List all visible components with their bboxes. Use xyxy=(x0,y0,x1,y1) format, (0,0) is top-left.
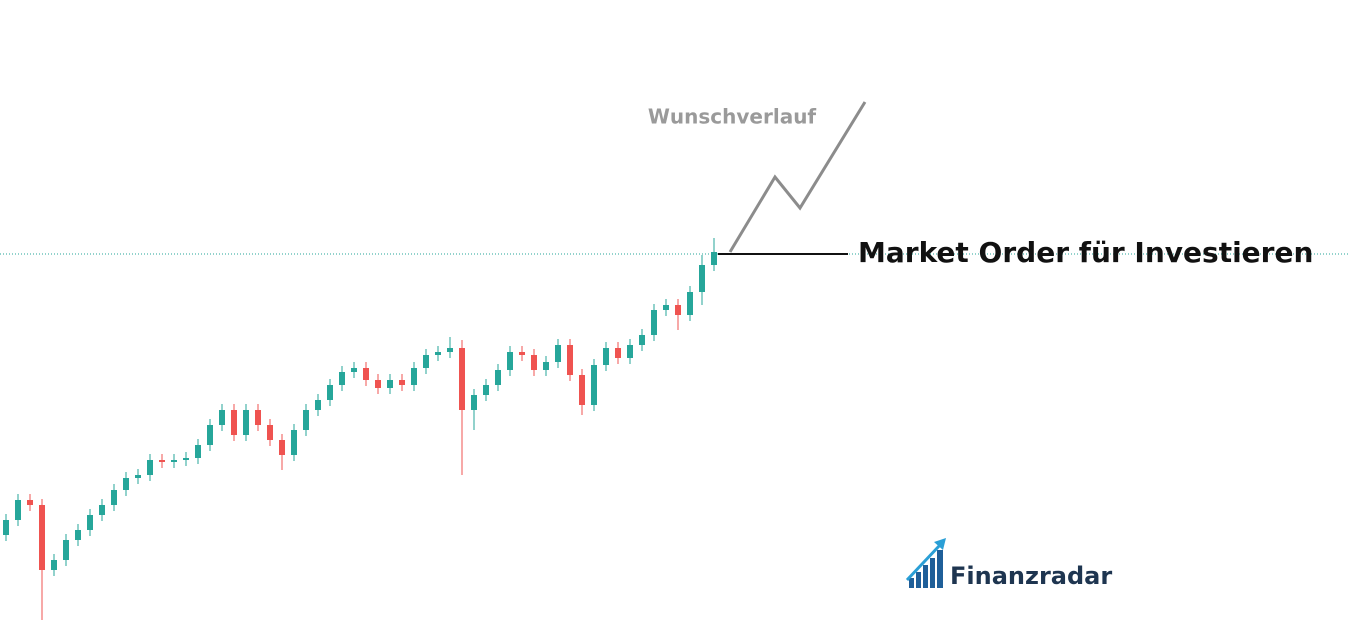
candle-body xyxy=(687,292,693,315)
candle-body xyxy=(411,368,417,385)
candle-body xyxy=(483,385,489,395)
candle-body xyxy=(183,458,189,460)
candle-body xyxy=(435,352,441,355)
candle-body xyxy=(171,460,177,462)
candle-body xyxy=(111,490,117,505)
candle-body xyxy=(159,460,165,462)
candle-body xyxy=(303,410,309,430)
candle-body xyxy=(339,372,345,385)
candle-body xyxy=(315,400,321,410)
annotation: Wunschverlauf xyxy=(648,105,817,129)
candle-body xyxy=(27,500,33,505)
candle-body xyxy=(279,440,285,455)
candle-body xyxy=(639,335,645,345)
candle-body xyxy=(459,348,465,410)
candle-body xyxy=(651,310,657,335)
logo-bar xyxy=(937,550,943,588)
candle-body xyxy=(471,395,477,410)
candle-body xyxy=(231,410,237,435)
logo-arrow-head xyxy=(934,538,946,550)
logo-bar xyxy=(923,565,928,588)
candle-body xyxy=(555,345,561,362)
candle-body xyxy=(423,355,429,368)
candle-body xyxy=(207,425,213,445)
candle-body xyxy=(579,375,585,405)
candle-body xyxy=(291,430,297,455)
candle-body xyxy=(75,530,81,540)
brand-name: Finanzradar xyxy=(950,562,1112,590)
candle-body xyxy=(663,305,669,310)
candle-body xyxy=(267,425,273,440)
candle-body xyxy=(39,505,45,570)
candle-body xyxy=(87,515,93,530)
logo-bar xyxy=(909,578,914,588)
candle-body xyxy=(627,345,633,358)
candle-body xyxy=(531,355,537,370)
candle-body xyxy=(711,252,717,265)
candle-body xyxy=(387,380,393,388)
candle-body xyxy=(699,265,705,292)
candle-body xyxy=(243,410,249,435)
candle-body xyxy=(675,305,681,315)
candle-body xyxy=(615,348,621,358)
candle-body xyxy=(15,500,21,520)
candle-body xyxy=(3,520,9,535)
candle-body xyxy=(123,478,129,490)
candle-body xyxy=(507,352,513,370)
candle-body xyxy=(519,352,525,355)
candle-body xyxy=(351,368,357,372)
candle-body xyxy=(219,410,225,425)
candle-body xyxy=(447,348,453,352)
candle-body xyxy=(567,345,573,375)
logo-bar xyxy=(916,572,921,588)
candle-body xyxy=(63,540,69,560)
candle-body xyxy=(51,560,57,570)
candle-body xyxy=(375,380,381,388)
wish-path xyxy=(728,101,867,253)
order-label: Market Order für Investieren xyxy=(858,236,1313,269)
candle-body xyxy=(147,460,153,475)
candle-body xyxy=(603,348,609,365)
candle-body xyxy=(135,475,141,478)
candle-body xyxy=(543,362,549,370)
candle-body xyxy=(399,380,405,385)
candle-body xyxy=(195,445,201,458)
logo-arrow xyxy=(905,543,942,582)
candle-body xyxy=(327,385,333,400)
candle-body xyxy=(495,370,501,385)
candle-body xyxy=(591,365,597,405)
brand-logo: Finanzradar xyxy=(905,538,1112,590)
candles xyxy=(3,238,717,620)
candle-body xyxy=(255,410,261,425)
candle-body xyxy=(363,368,369,380)
logo-bar xyxy=(930,558,935,588)
candle-body xyxy=(99,505,105,515)
